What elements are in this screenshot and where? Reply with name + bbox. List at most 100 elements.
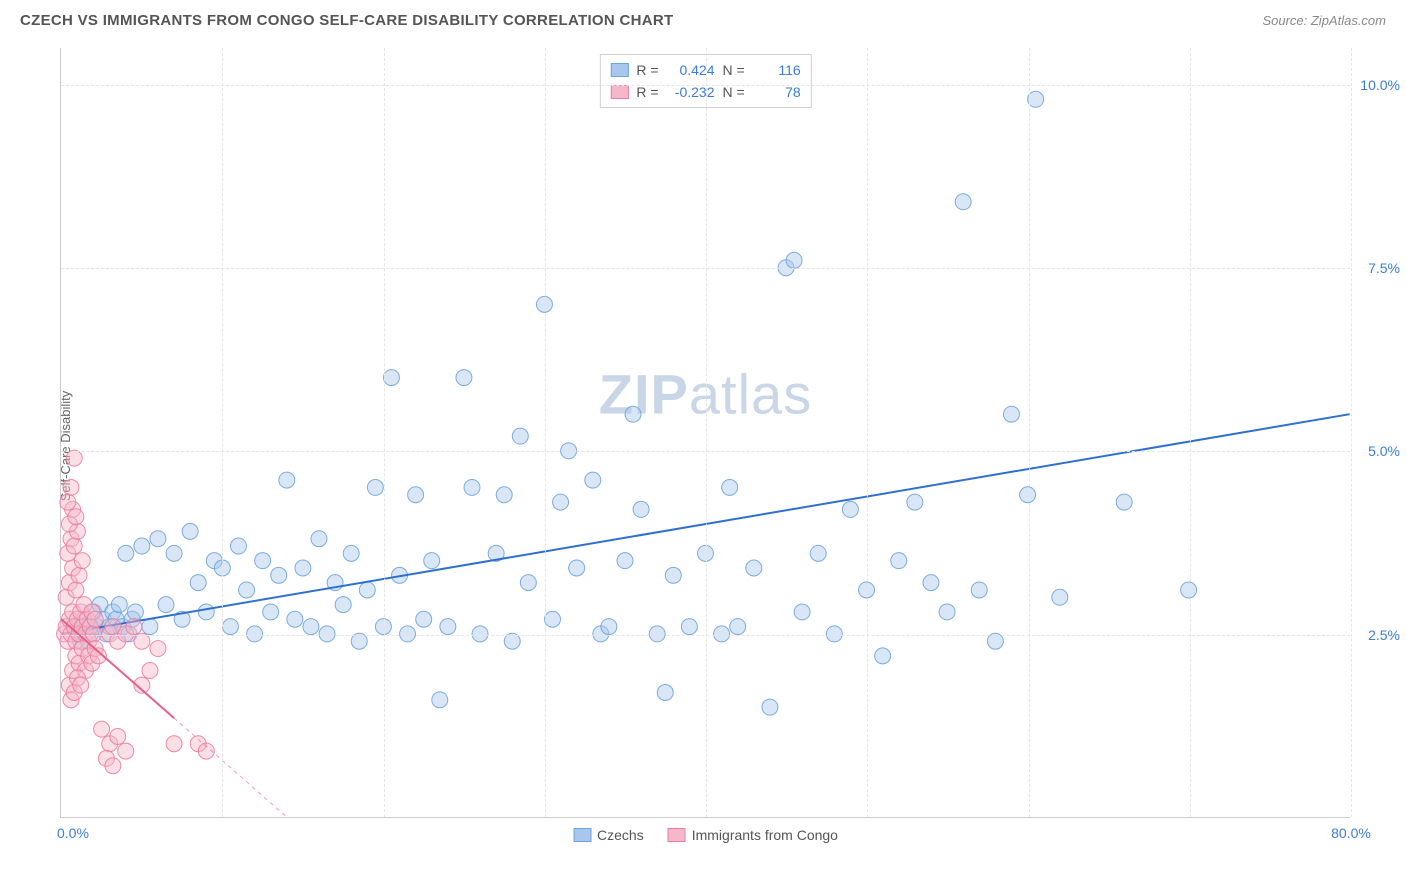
scatter-point bbox=[617, 553, 633, 569]
scatter-point bbox=[520, 575, 536, 591]
scatter-point bbox=[190, 575, 206, 591]
scatter-point bbox=[198, 604, 214, 620]
scatter-point bbox=[230, 538, 246, 554]
chart-plot-area: ZIPatlas R = 0.424 N = 116 R = -0.232 N … bbox=[60, 48, 1350, 818]
scatter-point bbox=[335, 597, 351, 613]
scatter-point bbox=[383, 370, 399, 386]
scatter-point bbox=[424, 553, 440, 569]
scatter-point bbox=[311, 531, 327, 547]
scatter-point bbox=[142, 619, 158, 635]
scatter-point bbox=[1116, 494, 1132, 510]
scatter-point bbox=[971, 582, 987, 598]
scatter-point bbox=[118, 743, 134, 759]
scatter-point bbox=[794, 604, 810, 620]
y-tick-label: 2.5% bbox=[1355, 627, 1400, 643]
source-attribution: Source: ZipAtlas.com bbox=[1262, 13, 1386, 28]
y-tick-label: 5.0% bbox=[1355, 443, 1400, 459]
scatter-point bbox=[182, 523, 198, 539]
gridline-v bbox=[545, 48, 546, 817]
scatter-point bbox=[271, 567, 287, 583]
scatter-point bbox=[74, 553, 90, 569]
legend-item-congo: Immigrants from Congo bbox=[668, 827, 838, 843]
scatter-point bbox=[222, 619, 238, 635]
scatter-point bbox=[891, 553, 907, 569]
scatter-point bbox=[68, 509, 84, 525]
scatter-point bbox=[71, 567, 87, 583]
scatter-point bbox=[295, 560, 311, 576]
n-value-czechs: 116 bbox=[753, 59, 801, 81]
scatter-point bbox=[134, 538, 150, 554]
y-tick-label: 10.0% bbox=[1355, 77, 1400, 93]
scatter-point bbox=[633, 501, 649, 517]
x-tick-label: 80.0% bbox=[1331, 825, 1371, 841]
scatter-point bbox=[166, 736, 182, 752]
scatter-point bbox=[722, 479, 738, 495]
scatter-point bbox=[955, 194, 971, 210]
scatter-point bbox=[60, 494, 76, 510]
scatter-point bbox=[786, 252, 802, 268]
swatch-icon bbox=[610, 63, 628, 77]
scatter-point bbox=[367, 479, 383, 495]
scatter-point bbox=[110, 728, 126, 744]
scatter-point bbox=[111, 597, 127, 613]
scatter-point bbox=[601, 619, 617, 635]
scatter-point bbox=[440, 619, 456, 635]
scatter-point bbox=[68, 582, 84, 598]
scatter-point bbox=[923, 575, 939, 591]
scatter-point bbox=[512, 428, 528, 444]
scatter-point bbox=[545, 611, 561, 627]
r-value-czechs: 0.424 bbox=[667, 59, 715, 81]
header: CZECH VS IMMIGRANTS FROM CONGO SELF-CARE… bbox=[20, 12, 1386, 29]
scatter-point bbox=[150, 641, 166, 657]
scatter-point bbox=[1181, 582, 1197, 598]
scatter-point bbox=[939, 604, 955, 620]
scatter-point bbox=[625, 406, 641, 422]
legend-item-czechs: Czechs bbox=[573, 827, 644, 843]
chart-title: CZECH VS IMMIGRANTS FROM CONGO SELF-CARE… bbox=[20, 12, 673, 29]
scatter-point bbox=[408, 487, 424, 503]
scatter-point bbox=[1003, 406, 1019, 422]
swatch-icon bbox=[610, 85, 628, 99]
scatter-point bbox=[73, 677, 89, 693]
scatter-point bbox=[94, 721, 110, 737]
gridline-v bbox=[1190, 48, 1191, 817]
scatter-point bbox=[126, 619, 142, 635]
gridline-v bbox=[867, 48, 868, 817]
origin-tick: 0.0% bbox=[57, 825, 89, 841]
scatter-point bbox=[464, 479, 480, 495]
scatter-point bbox=[681, 619, 697, 635]
scatter-point bbox=[158, 597, 174, 613]
gridline-v bbox=[384, 48, 385, 817]
scatter-point bbox=[239, 582, 255, 598]
y-tick-label: 7.5% bbox=[1355, 260, 1400, 276]
scatter-point bbox=[166, 545, 182, 561]
gridline-v bbox=[706, 48, 707, 817]
scatter-point bbox=[657, 685, 673, 701]
scatter-point bbox=[456, 370, 472, 386]
scatter-point bbox=[1052, 589, 1068, 605]
scatter-point bbox=[496, 487, 512, 503]
scatter-point bbox=[875, 648, 891, 664]
scatter-point bbox=[66, 538, 82, 554]
scatter-point bbox=[105, 758, 121, 774]
scatter-point bbox=[343, 545, 359, 561]
scatter-point bbox=[87, 611, 103, 627]
scatter-point bbox=[279, 472, 295, 488]
gridline-v bbox=[1029, 48, 1030, 817]
swatch-icon bbox=[573, 828, 591, 842]
swatch-icon bbox=[668, 828, 686, 842]
scatter-point bbox=[762, 699, 778, 715]
scatter-point bbox=[142, 663, 158, 679]
series-legend: Czechs Immigrants from Congo bbox=[573, 827, 838, 843]
regression-line-dashed bbox=[174, 718, 287, 817]
scatter-point bbox=[359, 582, 375, 598]
gridline-v bbox=[222, 48, 223, 817]
scatter-point bbox=[287, 611, 303, 627]
scatter-point bbox=[746, 560, 762, 576]
scatter-point bbox=[810, 545, 826, 561]
scatter-point bbox=[416, 611, 432, 627]
scatter-point bbox=[118, 545, 134, 561]
scatter-point bbox=[665, 567, 681, 583]
scatter-point bbox=[842, 501, 858, 517]
scatter-point bbox=[907, 494, 923, 510]
